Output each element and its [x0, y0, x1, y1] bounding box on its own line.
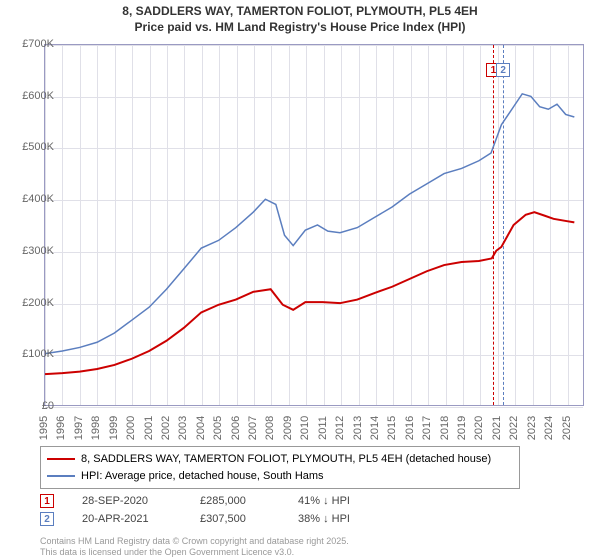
title-line-2: Price paid vs. HM Land Registry's House … — [0, 20, 600, 36]
x-tick-label: 2005 — [212, 416, 224, 440]
x-tick-label: 2024 — [543, 416, 555, 440]
x-tick-label: 2004 — [195, 416, 207, 440]
footer-attribution: Contains HM Land Registry data © Crown c… — [40, 536, 349, 558]
legend-row-hpi: HPI: Average price, detached house, Sout… — [47, 468, 513, 485]
x-tick-label: 2002 — [160, 416, 172, 440]
legend-row-property: 8, SADDLERS WAY, TAMERTON FOLIOT, PLYMOU… — [47, 451, 513, 468]
sales-row-2: 2 20-APR-2021 £307,500 38% ↓ HPI — [40, 512, 378, 526]
y-tick-label: £400K — [22, 193, 54, 205]
x-tick-label: 2019 — [456, 416, 468, 440]
sales-price-2: £307,500 — [200, 513, 270, 525]
x-tick-label: 2021 — [491, 416, 503, 440]
title-line-1: 8, SADDLERS WAY, TAMERTON FOLIOT, PLYMOU… — [0, 4, 600, 20]
x-tick-label: 2011 — [317, 416, 329, 440]
series-line-hpi — [45, 94, 574, 354]
x-tick-label: 2025 — [561, 416, 573, 440]
chart-container: 8, SADDLERS WAY, TAMERTON FOLIOT, PLYMOU… — [0, 0, 600, 560]
x-tick-label: 2003 — [177, 416, 189, 440]
x-tick-label: 1996 — [55, 416, 67, 440]
legend-label-property: 8, SADDLERS WAY, TAMERTON FOLIOT, PLYMOU… — [81, 451, 491, 468]
x-tick-label: 2012 — [334, 416, 346, 440]
legend-label-hpi: HPI: Average price, detached house, Sout… — [81, 468, 324, 485]
legend: 8, SADDLERS WAY, TAMERTON FOLIOT, PLYMOU… — [40, 446, 520, 489]
y-tick-label: £100K — [22, 348, 54, 360]
x-tick-label: 2013 — [352, 416, 364, 440]
sales-price-1: £285,000 — [200, 495, 270, 507]
x-tick-label: 1997 — [73, 416, 85, 440]
x-tick-label: 2006 — [230, 416, 242, 440]
title-block: 8, SADDLERS WAY, TAMERTON FOLIOT, PLYMOU… — [0, 0, 600, 37]
footer-line-1: Contains HM Land Registry data © Crown c… — [40, 536, 349, 547]
sales-date-1: 28-SEP-2020 — [82, 495, 172, 507]
legend-swatch-hpi — [47, 475, 75, 477]
sales-delta-2: 38% ↓ HPI — [298, 513, 378, 525]
series-line-property — [45, 212, 574, 374]
sales-badge-2: 2 — [40, 512, 54, 526]
x-tick-label: 2017 — [421, 416, 433, 440]
y-tick-label: £200K — [22, 297, 54, 309]
x-tick-label: 2007 — [247, 416, 259, 440]
y-tick-label: £600K — [22, 90, 54, 102]
chart-plot-area: 12 — [44, 44, 584, 406]
y-tick-label: £300K — [22, 245, 54, 257]
x-tick-label: 2014 — [369, 416, 381, 440]
x-tick-label: 2023 — [526, 416, 538, 440]
x-tick-label: 2016 — [404, 416, 416, 440]
x-tick-label: 2001 — [143, 416, 155, 440]
x-tick-label: 2010 — [299, 416, 311, 440]
x-tick-label: 2022 — [508, 416, 520, 440]
x-tick-label: 2008 — [264, 416, 276, 440]
x-tick-label: 2009 — [282, 416, 294, 440]
sales-date-2: 20-APR-2021 — [82, 513, 172, 525]
x-tick-label: 1999 — [108, 416, 120, 440]
chart-lines — [45, 45, 583, 405]
x-tick-label: 2000 — [125, 416, 137, 440]
sales-badge-1: 1 — [40, 494, 54, 508]
sales-row-1: 1 28-SEP-2020 £285,000 41% ↓ HPI — [40, 494, 378, 508]
y-tick-label: £700K — [22, 38, 54, 50]
sales-delta-1: 41% ↓ HPI — [298, 495, 378, 507]
x-axis-labels: 1995199619971998199920002001200220032004… — [44, 410, 584, 440]
footer-line-2: This data is licensed under the Open Gov… — [40, 547, 349, 558]
x-tick-label: 1998 — [90, 416, 102, 440]
x-tick-label: 1995 — [38, 416, 50, 440]
x-tick-label: 2015 — [386, 416, 398, 440]
y-tick-label: £500K — [22, 141, 54, 153]
sales-table: 1 28-SEP-2020 £285,000 41% ↓ HPI 2 20-AP… — [40, 494, 378, 530]
x-tick-label: 2018 — [439, 416, 451, 440]
legend-swatch-property — [47, 458, 75, 460]
x-tick-label: 2020 — [473, 416, 485, 440]
